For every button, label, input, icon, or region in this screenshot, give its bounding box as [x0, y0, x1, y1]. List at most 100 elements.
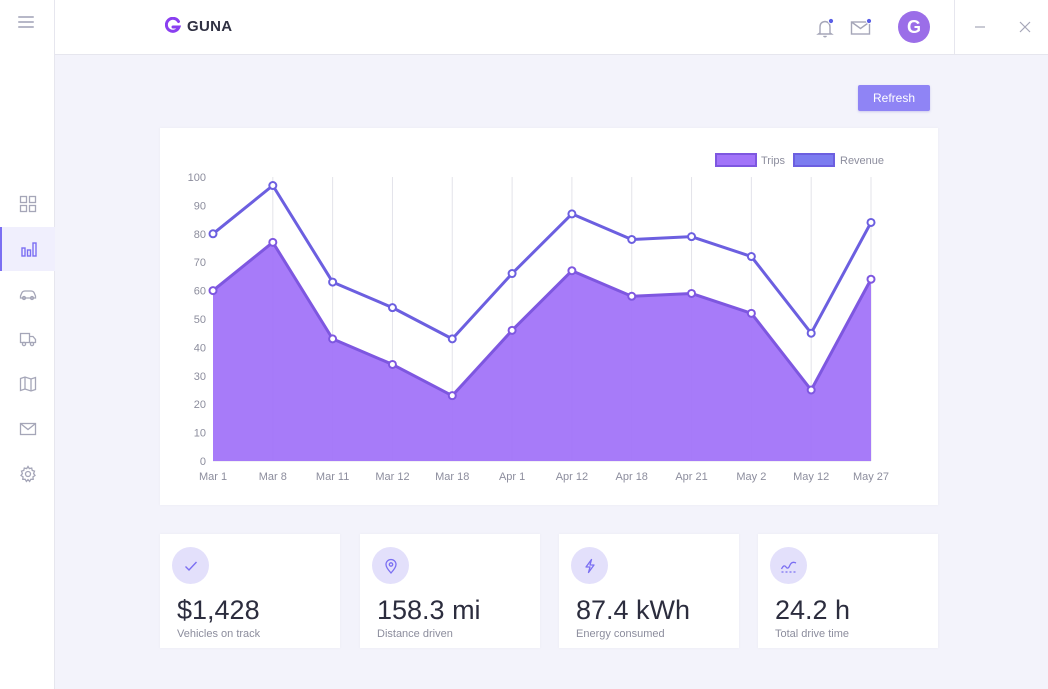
y-tick-label: 60: [194, 286, 206, 298]
mail-icon: [19, 422, 36, 436]
stat-value: 158.3 mi: [377, 595, 481, 625]
trips-point: [268, 237, 278, 247]
dashboard-icon: [19, 195, 36, 213]
sidebar-item-vehicles[interactable]: [0, 272, 55, 316]
trips-point: [507, 325, 517, 335]
lightning-icon: [584, 558, 595, 573]
trips-area: [213, 242, 871, 461]
revenue-point: [387, 303, 397, 313]
sidebar-item-messages[interactable]: [0, 407, 55, 451]
revenue-point: [567, 209, 577, 219]
stat-value: $1,428: [177, 595, 260, 625]
sidebar: [0, 0, 55, 689]
stat-icon-badge: [172, 547, 209, 584]
guna-logo-icon: [165, 17, 181, 33]
stat-label: Energy consumed: [576, 628, 665, 640]
revenue-point: [806, 328, 816, 338]
trips-line: [212, 240, 873, 398]
revenue-point: [447, 334, 457, 344]
minimize-button[interactable]: [971, 18, 989, 36]
top-bar: GUNA G: [55, 0, 1048, 55]
truck-icon: [19, 332, 36, 347]
x-tick-label: Apr 18: [616, 471, 648, 483]
settings-icon: [19, 465, 36, 483]
stat-label: Total drive time: [775, 628, 849, 640]
trips-point: [328, 334, 338, 344]
legend-label-trips: Trips: [761, 155, 786, 167]
stat-icon-badge: [770, 547, 807, 584]
stat-icon-badge: [571, 547, 608, 584]
x-tick-label: Mar 8: [259, 471, 287, 483]
stat-icon-badge: [372, 547, 409, 584]
chart-card: 0 10 20 30 40 50 60 70 80 90 100 Mar 1 Mar 8 Mar 11 Ma…: [160, 128, 938, 505]
sidebar-item-map[interactable]: [0, 362, 55, 406]
stat-value: 87.4 kWh: [576, 595, 691, 625]
y-tick-label: 90: [194, 200, 206, 212]
sidebar-item-dashboard[interactable]: [0, 182, 55, 226]
revenue-point: [328, 277, 338, 287]
stat-label: Distance driven: [377, 628, 453, 640]
y-tick-label: 40: [194, 342, 206, 354]
brand[interactable]: GUNA: [165, 17, 232, 35]
notifications-button[interactable]: [815, 17, 837, 39]
legend-swatch-revenue: [793, 153, 835, 167]
bell-icon: [816, 17, 835, 38]
app-name: GUNA: [187, 17, 233, 35]
trips-revenue-chart: 0 10 20 30 40 50 60 70 80 90 100 Mar 1 Mar 8 Mar 11 Ma…: [188, 153, 889, 483]
y-tick-label: 20: [194, 399, 206, 411]
trips-point: [567, 266, 577, 276]
bar-chart-icon: [20, 242, 37, 257]
trips-point: [447, 391, 457, 401]
user-avatar[interactable]: G: [898, 11, 930, 43]
trips-point: [866, 274, 876, 284]
revenue-point: [627, 234, 637, 244]
trips-point: [806, 385, 816, 395]
revenue-point: [208, 229, 218, 239]
minimize-icon: [975, 26, 985, 28]
sidebar-item-settings[interactable]: [0, 452, 55, 496]
y-tick-label: 30: [194, 371, 206, 383]
legend-swatch-trips: [715, 153, 757, 167]
x-tick-label: Mar 1: [199, 471, 227, 483]
close-button[interactable]: [1016, 18, 1034, 36]
x-tick-label: Apr 21: [675, 471, 707, 483]
trips-point: [208, 286, 218, 296]
y-tick-label: 80: [194, 229, 206, 241]
stat-card-drive-time: 24.2 h Total drive time: [758, 534, 938, 648]
revenue-point: [687, 232, 697, 242]
stat-card-vehicles: $1,428 Vehicles on track: [160, 534, 340, 648]
close-icon: [1019, 21, 1031, 33]
location-pin-icon: [384, 558, 397, 574]
messages-button[interactable]: [850, 17, 873, 39]
revenue-point: [507, 269, 517, 279]
trips-point: [387, 359, 397, 369]
check-icon: [184, 561, 197, 571]
stat-label: Vehicles on track: [177, 628, 261, 640]
x-tick-label: May 27: [853, 471, 889, 483]
car-icon: [19, 290, 36, 301]
x-tick-label: Mar 12: [375, 471, 409, 483]
sidebar-item-fleet[interactable]: [0, 317, 55, 361]
revenue-point: [746, 252, 756, 262]
stat-value: 24.2 h: [775, 595, 851, 625]
x-tick-label: Apr 1: [499, 471, 525, 483]
envelope-icon: [850, 17, 873, 35]
sidebar-item-analytics[interactable]: [0, 227, 55, 271]
trips-point: [687, 288, 697, 298]
revenue-point: [866, 217, 876, 227]
map-icon: [19, 376, 36, 392]
y-tick-label: 50: [194, 314, 206, 326]
revenue-line: [212, 184, 873, 341]
revenue-point: [268, 181, 278, 191]
x-tick-label: Apr 12: [556, 471, 588, 483]
x-tick-label: May 12: [793, 471, 829, 483]
divider: [954, 0, 955, 54]
stat-card-energy: 87.4 kWh Energy consumed: [559, 534, 739, 648]
activity-icon: [780, 561, 796, 573]
menu-toggle-icon[interactable]: [18, 14, 34, 28]
trips-point: [746, 308, 756, 318]
x-tick-label: Mar 18: [435, 471, 469, 483]
y-tick-label: 100: [188, 172, 206, 184]
trips-point: [627, 291, 637, 301]
refresh-button[interactable]: Refresh: [858, 85, 930, 111]
